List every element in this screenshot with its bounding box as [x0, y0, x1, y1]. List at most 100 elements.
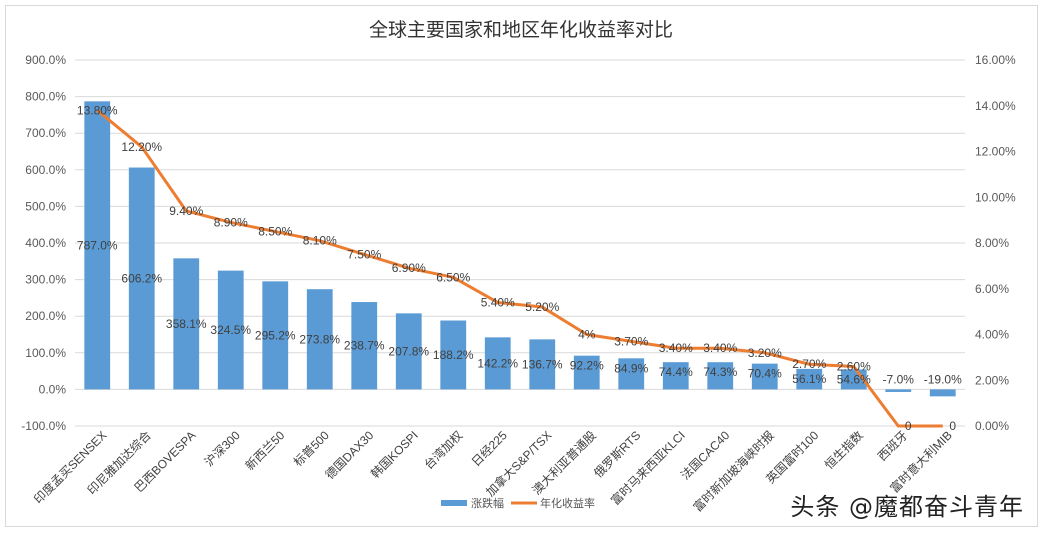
bar-value-label: 70.4% — [748, 367, 782, 381]
left-tick-label: 900.0% — [25, 53, 66, 67]
right-tick-label: 14.00% — [975, 99, 1016, 113]
line-value-label: 13.80% — [77, 103, 118, 117]
bar-value-label: 273.8% — [299, 332, 340, 346]
left-tick-label: 200.0% — [25, 309, 66, 323]
bar-value-label: 136.7% — [522, 357, 563, 371]
x-tick-label: 印度孟买SENSEX — [30, 428, 109, 507]
right-tick-label: 10.00% — [975, 190, 1016, 204]
left-tick-label: 700.0% — [25, 126, 66, 140]
left-tick-label: 600.0% — [25, 163, 66, 177]
gridlines — [75, 59, 965, 427]
x-tick-label: 富时马来西亚KLCI — [607, 428, 687, 508]
right-tick-label: 16.00% — [975, 53, 1016, 67]
right-tick-label: 2.00% — [975, 373, 1009, 387]
left-tick-label: 100.0% — [25, 346, 66, 360]
bar — [440, 320, 467, 390]
right-tick-label: 12.00% — [975, 145, 1016, 159]
bar — [751, 363, 778, 390]
x-tick-label: 日经225 — [469, 428, 510, 469]
line-value-label: 12.20% — [121, 140, 162, 154]
bar — [885, 389, 912, 392]
bar-value-label: 787.0% — [77, 238, 118, 252]
line-value-label: 3.40% — [703, 341, 737, 355]
bar — [484, 337, 511, 390]
left-tick-label: -100.0% — [21, 419, 66, 433]
bar-value-label: 84.9% — [614, 361, 648, 375]
x-tick-label: 新西兰50 — [242, 427, 288, 473]
bar — [662, 362, 689, 390]
bar-value-label: 54.6% — [837, 372, 871, 386]
line-value-label: 3.70% — [614, 334, 648, 348]
line-value-label: 6.50% — [436, 270, 470, 284]
bar-value-label: 207.8% — [388, 344, 429, 358]
bar-value-label: 92.2% — [570, 359, 604, 373]
line-value-label: 4% — [578, 328, 596, 342]
left-tick-label: 400.0% — [25, 236, 66, 250]
line-value-label: 8.50% — [258, 225, 292, 239]
line-value-label: 2.70% — [792, 357, 826, 371]
line-value-label: 5.20% — [525, 300, 559, 314]
x-tick-label: 台湾加权 — [421, 428, 466, 473]
right-tick-label: 0.00% — [975, 419, 1009, 433]
line-value-label: 6.90% — [392, 261, 426, 275]
bar-value-label: 324.5% — [210, 323, 251, 337]
bar — [262, 281, 289, 390]
left-axis: 900.0% 800.0% 700.0% 600.0% 500.0% 400.0% 300.… — [21, 53, 66, 433]
x-tick-label: 韩国KOSPI — [367, 428, 421, 482]
bar — [529, 339, 556, 390]
line-value-label: 8.90% — [214, 215, 248, 229]
bar — [796, 368, 823, 390]
bar — [929, 389, 956, 397]
bar — [84, 101, 111, 390]
line-value-label: 3.20% — [748, 346, 782, 360]
x-tick-label: 沪深300 — [202, 428, 243, 469]
bar — [306, 289, 333, 390]
line-value-label: 0 — [949, 419, 956, 433]
bar-value-label: 56.1% — [792, 372, 826, 386]
bar-value-label: 74.3% — [703, 365, 737, 379]
right-tick-label: 8.00% — [975, 236, 1009, 250]
x-tick-label: 德国DAX30 — [322, 427, 377, 482]
x-tick-label: 富时新加坡海峡时报 — [690, 428, 777, 515]
bar — [618, 358, 645, 390]
x-tick-label: 标普500 — [291, 428, 332, 469]
line-value-label: 5.40% — [481, 295, 515, 309]
line-value-label: 2.60% — [837, 360, 871, 374]
line-path — [96, 109, 943, 428]
line-value-label: 9.40% — [169, 204, 203, 218]
left-tick-label: 0.0% — [39, 382, 67, 396]
right-tick-label: 4.00% — [975, 328, 1009, 342]
bar-value-label: 238.7% — [344, 339, 385, 353]
bar-value-label: -7.0% — [883, 372, 915, 386]
bar-value-label: 188.2% — [433, 348, 474, 362]
legend-line-label: 年化收益率 — [540, 496, 595, 510]
bar-value-label: 142.2% — [477, 356, 518, 370]
x-tick-label: 西班牙 — [875, 428, 910, 463]
bar — [395, 313, 422, 390]
legend-bar-swatch — [441, 500, 467, 506]
bar — [128, 167, 155, 390]
legend-bar-label: 涨跌幅 — [471, 496, 504, 510]
right-tick-label: 6.00% — [975, 282, 1009, 296]
line-data-labels: 13.80% 12.20% 9.40% 8.90% 8.50% 8.10% 7.50% 6.9… — [77, 103, 957, 433]
line-series — [96, 109, 943, 428]
bar-value-label: 74.4% — [659, 365, 693, 379]
bar — [173, 258, 200, 390]
bar — [573, 355, 600, 390]
bar-value-label: -19.0% — [924, 372, 962, 386]
bar-data-labels: 787.0% 606.2% 358.1% 324.5% 295.2% 273.8% 238.… — [77, 238, 962, 386]
line-value-label: 0 — [905, 419, 912, 433]
bar-value-label: 358.1% — [166, 317, 207, 331]
line-value-label: 8.10% — [303, 234, 337, 248]
left-tick-label: 300.0% — [25, 273, 66, 287]
legend: 涨跌幅 年化收益率 — [441, 496, 595, 510]
bar-value-label: 295.2% — [255, 328, 296, 342]
right-axis: 16.00% 14.00% 12.00% 10.00% 8.00% 6.00% 4.00% 2… — [975, 53, 1016, 433]
bar-value-label: 606.2% — [121, 271, 162, 285]
left-tick-label: 800.0% — [25, 90, 66, 104]
bar — [217, 270, 244, 390]
bar — [351, 302, 378, 390]
watermark: 头条 @魔都奋斗青年 — [790, 493, 1024, 521]
x-tick-label: 恒生指数 — [821, 428, 866, 473]
